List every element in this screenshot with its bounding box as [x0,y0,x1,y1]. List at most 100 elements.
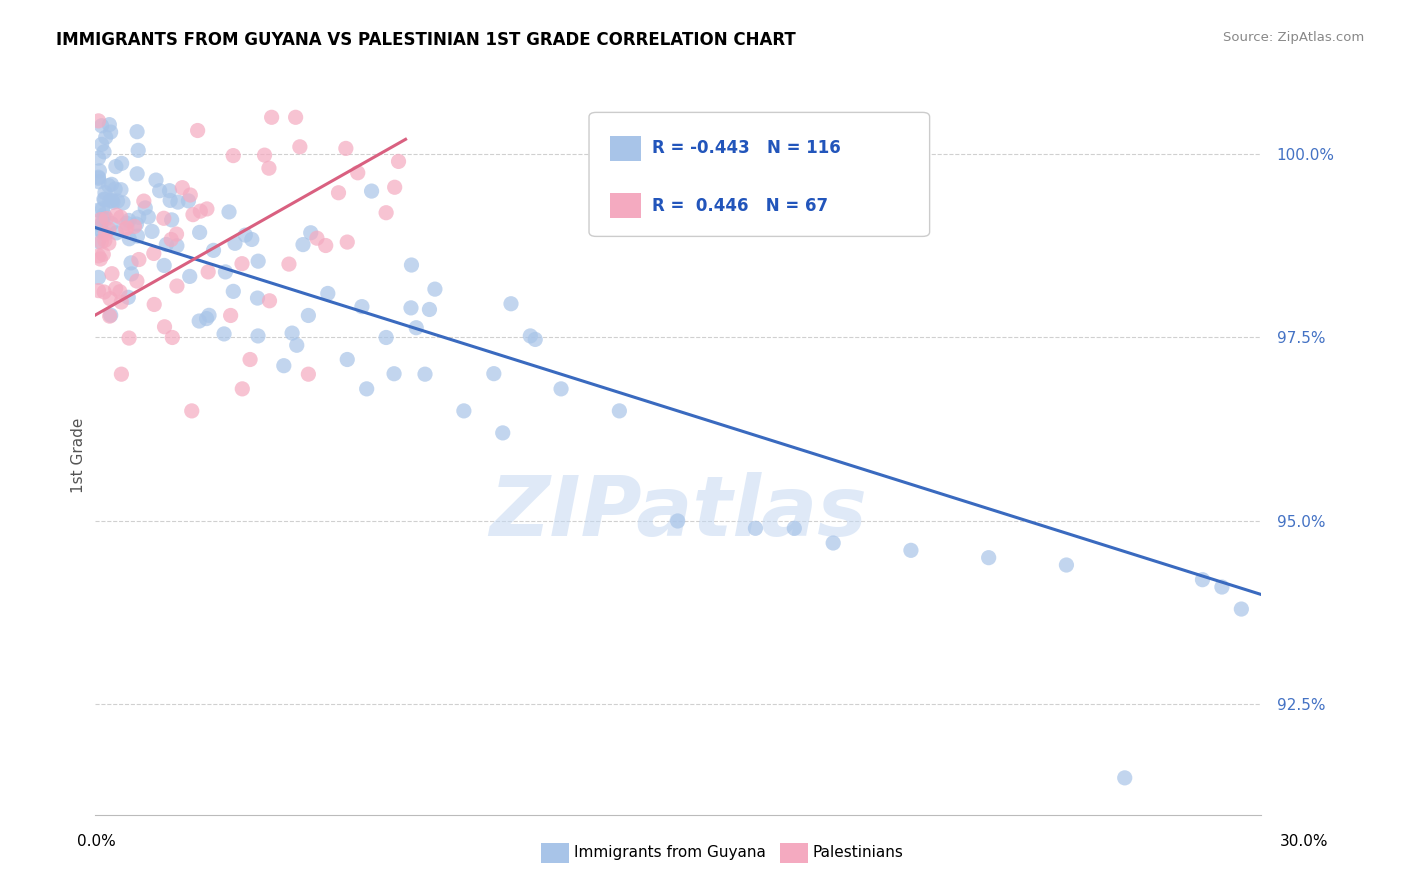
Point [453,404,475,418]
Point [900,543,922,558]
Point [167,195,190,210]
Point [180,404,202,418]
Point [315,238,337,252]
Point [90,235,112,249]
Point [118,232,141,246]
Point [387,154,409,169]
Text: Source: ZipAtlas.com: Source: ZipAtlas.com [1223,31,1364,45]
Point [524,333,547,347]
Point [104,160,127,174]
Point [111,196,134,211]
Point [159,194,181,208]
Point [104,281,127,295]
Point [87,249,110,263]
Point [121,267,143,281]
Point [247,329,270,343]
Point [128,211,150,225]
Point [288,140,311,154]
Point [418,302,440,317]
Point [91,247,114,261]
Point [346,166,368,180]
Point [399,301,422,315]
Text: R =  0.446   N = 67: R = 0.446 N = 67 [652,196,828,215]
Point [91,211,114,226]
Point [110,367,132,381]
Point [91,225,114,239]
Point [336,235,359,249]
Point [108,285,131,299]
Point [284,111,307,125]
Point [222,285,245,299]
Point [257,161,280,176]
Point [105,208,128,222]
Point [195,202,218,216]
Point [118,331,141,345]
Point [292,237,315,252]
Point [253,148,276,162]
Point [91,202,114,216]
Point [246,291,269,305]
Point [783,521,806,535]
Point [153,319,176,334]
Point [128,252,150,267]
Text: ZIPatlas: ZIPatlas [489,472,866,553]
Point [181,208,204,222]
Point [87,235,110,249]
Point [356,382,378,396]
Point [142,246,165,260]
Point [153,211,176,226]
Point [94,233,117,247]
Point [285,338,308,352]
Point [384,180,406,194]
Point [519,329,541,343]
Point [350,300,373,314]
Point [195,311,218,326]
Point [104,182,127,196]
Point [550,382,572,396]
Point [1211,580,1233,594]
Point [98,194,121,208]
Point [118,213,141,227]
Point [297,367,319,381]
Point [124,219,146,234]
Point [110,295,132,310]
Point [160,232,183,246]
Point [87,170,110,185]
Point [197,265,219,279]
Point [96,211,118,226]
Point [93,192,115,206]
Point [127,167,149,181]
Point [273,359,295,373]
Point [98,309,121,323]
Point [132,194,155,208]
Point [316,286,339,301]
Point [111,156,134,170]
Point [149,184,172,198]
Point [114,222,136,236]
Point [101,267,124,281]
Point [1230,602,1253,616]
Point [89,163,111,178]
Point [499,297,522,311]
Point [94,130,117,145]
Point [87,284,110,298]
Point [375,330,398,344]
Point [231,382,253,396]
Point [260,111,283,125]
Point [222,148,245,162]
Point [977,550,1000,565]
Point [166,279,188,293]
Point [162,330,184,344]
Point [375,205,398,219]
Point [299,226,322,240]
Point [110,211,132,225]
Point [87,151,110,165]
Point [240,232,263,246]
Point [482,367,505,381]
Point [90,212,112,227]
Point [336,352,359,367]
Point [233,228,256,243]
Point [179,188,201,202]
Y-axis label: 1st Grade: 1st Grade [72,417,86,492]
Point [239,352,262,367]
